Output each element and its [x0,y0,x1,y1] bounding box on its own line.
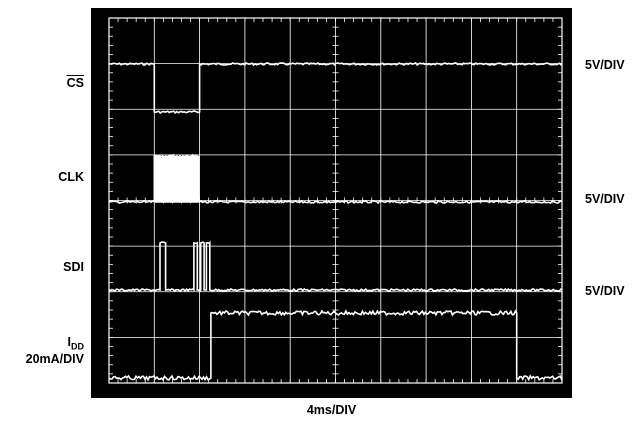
clk-label: CLK [58,170,84,184]
cs-label: CS [66,76,84,90]
sdi-trace [108,240,563,293]
idd-label: IDD 20mA/DIV [26,335,84,366]
idd-trace [108,309,563,382]
traces [108,62,563,382]
clk-scale-label: 5V/DIV [585,192,625,206]
cs-scale-label: 5V/DIV [585,58,625,72]
cs-trace [109,62,563,115]
sdi-scale-label: 5V/DIV [585,284,625,298]
sdi-label: SDI [63,260,84,274]
clk-burst [154,156,200,202]
time-scale-label: 4ms/DIV [306,403,357,417]
idd-scale: 20mA/DIV [25,351,84,366]
scope-background [91,8,572,398]
clk-trace [108,153,563,205]
idd-symbol: IDD [67,335,84,352]
